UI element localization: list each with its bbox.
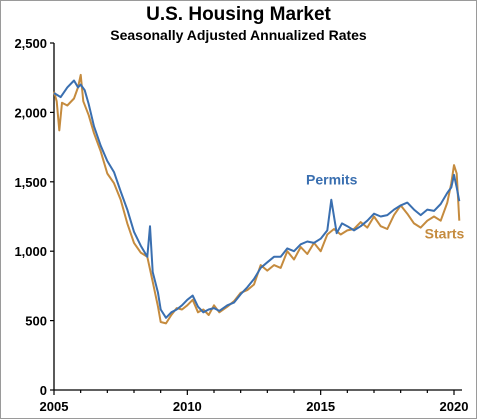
series-label-permits: Permits xyxy=(306,172,358,188)
series-label-starts: Starts xyxy=(425,226,465,242)
series-layer xyxy=(53,73,461,325)
y-tick-label: 500 xyxy=(25,314,47,329)
x-tick-label: 2015 xyxy=(306,399,335,414)
x-tick-label: 2020 xyxy=(440,399,469,414)
series-line-starts xyxy=(53,73,461,325)
chart-title: U.S. Housing Market xyxy=(146,4,331,25)
chart-subtitle: Seasonally Adjusted Annualized Rates xyxy=(110,27,367,43)
x-tick-label: 2010 xyxy=(173,399,202,414)
y-tick-label: 2,000 xyxy=(14,105,47,120)
series-line-permits xyxy=(53,79,461,319)
y-tick-label: 0 xyxy=(40,383,47,398)
y-tick-label: 1,500 xyxy=(14,175,47,190)
chart-axes: 0 500 1,000 1,500 2,000 2,500 2005 2010 2015 2020 xyxy=(14,36,468,414)
y-tick-label: 2,500 xyxy=(14,36,47,51)
y-tick-label: 1,000 xyxy=(14,244,47,259)
series-labels: Permits Starts xyxy=(306,172,465,242)
x-tick-label: 2005 xyxy=(40,399,69,414)
